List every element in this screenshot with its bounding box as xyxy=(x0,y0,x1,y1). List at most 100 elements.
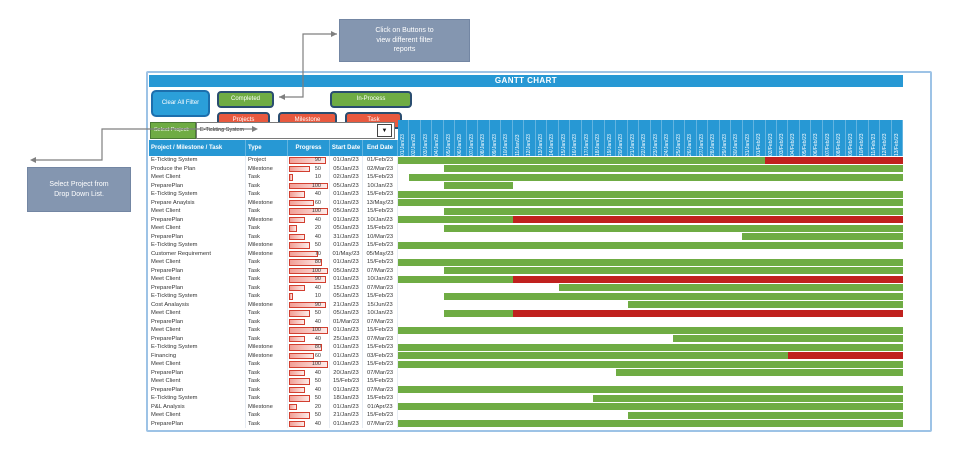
progress-value: 100 xyxy=(311,327,321,333)
progress-value: 40 xyxy=(314,318,321,325)
in-process-filter-button[interactable]: In-Process xyxy=(330,91,412,108)
start-date: 01/Jan/23 xyxy=(330,351,363,360)
progress-databar xyxy=(289,361,328,368)
progress-value: 100 xyxy=(311,208,321,214)
table-row: Meet Client Task 10 02/Jan/23 15/Feb/23 xyxy=(149,173,903,182)
progress-databar xyxy=(289,310,310,317)
gantt-bar-green xyxy=(409,173,903,181)
gantt-bar-green xyxy=(673,335,903,343)
start-date: 21/Jan/23 xyxy=(330,300,363,309)
timeline-date-cell: 03/Feb/23 xyxy=(777,120,789,156)
table-row: Meet Client Task 50 15/Feb/23 15/Feb/23 xyxy=(149,377,903,386)
task-type: Milestone xyxy=(246,241,288,250)
start-date: 01/Jan/23 xyxy=(330,190,363,199)
task-type: Milestone xyxy=(246,164,288,173)
progress-cell: 60 xyxy=(288,351,330,360)
progress-cell: 20 xyxy=(288,402,330,411)
timeline-date-cell: 26/Jan/23 xyxy=(685,120,697,156)
timeline-date-cell: 30/Jan/23 xyxy=(731,120,743,156)
gantt-row-chart xyxy=(398,292,903,301)
table-row: Meet Client Task 20 05/Jan/23 15/Feb/23 xyxy=(149,224,903,233)
table-row: E-Tickting System Task 40 01/Jan/23 15/Feb/2… xyxy=(149,190,903,199)
table-row: Meet Client Task 50 05/Jan/23 10/Jan/23 xyxy=(149,309,903,318)
gantt-bar-green xyxy=(443,267,903,275)
progress-cell: 10 xyxy=(288,173,330,182)
task-name: PreparePlan xyxy=(149,334,246,343)
gantt-bar-red xyxy=(512,216,903,224)
task-type: Task xyxy=(246,334,288,343)
table-row: P&L Analysis Milestone 20 01/Jan/23 01/Apr/2… xyxy=(149,402,903,411)
progress-value: 20 xyxy=(314,225,321,231)
start-date: 01/Jan/23 xyxy=(330,275,363,284)
progress-value: 50 xyxy=(314,378,321,384)
task-type: Task xyxy=(246,266,288,275)
timeline-date-cell: 06/Jan/23 xyxy=(455,120,467,156)
progress-cell: 90 xyxy=(288,300,330,309)
chevron-down-icon[interactable]: ▼ xyxy=(377,124,392,137)
progress-databar xyxy=(289,352,314,359)
project-dropdown-value: E-Tickting System xyxy=(200,127,245,133)
progress-value: 50 xyxy=(314,310,321,316)
timeline-date-cell: 17/Jan/23 xyxy=(582,120,594,156)
start-date: 05/Jan/23 xyxy=(330,224,363,233)
gantt-row-chart xyxy=(398,309,903,318)
start-date: 15/Jan/23 xyxy=(330,283,363,292)
gantt-row-chart xyxy=(398,216,903,225)
end-date: 15/Feb/23 xyxy=(363,292,398,301)
timeline-date-cell: 31/Jan/23 xyxy=(743,120,755,156)
task-name: E-Tickting System xyxy=(149,394,246,403)
timeline-date-cell: 09/Jan/23 xyxy=(490,120,502,156)
progress-value: 40 xyxy=(314,216,321,223)
timeline-date-cell: 24/Jan/23 xyxy=(662,120,674,156)
end-date: 10/Jan/23 xyxy=(363,181,398,190)
progress-cell: 40 xyxy=(288,368,330,377)
start-date: 01/Jan/23 xyxy=(330,156,363,165)
timeline-header: 01/Jan/23 02/Jan/23 03/Jan/23 04/Jan/23 05/J… xyxy=(398,120,904,156)
progress-value: 40 xyxy=(314,369,321,376)
task-type: Task xyxy=(246,309,288,318)
task-type: Task xyxy=(246,173,288,182)
gantt-bar-green xyxy=(398,420,903,428)
gantt-bar-green xyxy=(398,190,903,198)
progress-databar xyxy=(289,242,310,249)
table-row: Meet Client Task 90 01/Jan/23 10/Jan/23 xyxy=(149,275,903,284)
gantt-row-chart xyxy=(398,267,903,276)
timeline-date-cell: 14/Jan/23 xyxy=(547,120,559,156)
clear-all-filter-button[interactable]: Clear All Filter xyxy=(151,90,210,117)
progress-value: 100 xyxy=(311,267,321,274)
timeline-date-cell: 12/Feb/23 xyxy=(880,120,892,156)
start-date: 05/Jan/23 xyxy=(330,309,363,318)
gantt-bar-green xyxy=(616,369,903,377)
timeline-date-cell: 09/Feb/23 xyxy=(846,120,858,156)
project-dropdown[interactable]: E-Tickting System ▼ xyxy=(196,122,395,139)
start-date: 02/Jan/23 xyxy=(330,173,363,182)
progress-cell: 100 xyxy=(288,360,330,369)
start-date: 01/Jan/23 xyxy=(330,215,363,224)
gantt-row-chart xyxy=(398,318,903,327)
progress-cell: 40 xyxy=(288,334,330,343)
timeline-date-cell: 20/Jan/23 xyxy=(616,120,628,156)
task-name: Meet Client xyxy=(149,207,246,216)
task-type: Task xyxy=(246,368,288,377)
completed-filter-button[interactable]: Completed xyxy=(217,91,274,108)
gantt-bar-green xyxy=(593,394,903,402)
progress-databar xyxy=(289,386,306,393)
gantt-bar-green xyxy=(742,233,903,241)
progress-databar xyxy=(289,191,306,198)
task-type: Task xyxy=(246,385,288,394)
table-row: Customer Requirement Milestone 70 01/May/23… xyxy=(149,249,903,258)
column-header-name: Project / Milestone / Task xyxy=(149,140,246,156)
table-row: PreparePlan Task 40 31/Jan/23 10/Mar/23 xyxy=(149,232,903,241)
task-name: Meet Client xyxy=(149,360,246,369)
task-name: P&L Analysis xyxy=(149,402,246,411)
table-header-row: Project / Milestone / Task Type Progress… xyxy=(149,140,398,156)
task-type: Project xyxy=(246,156,288,165)
progress-value: 40 xyxy=(314,284,321,291)
table-row: Produce the Plan Milestone 50 05/Jan/23 02/M… xyxy=(149,164,903,173)
task-name: E-Tickting System xyxy=(149,292,246,301)
start-date: 18/Jan/23 xyxy=(330,394,363,403)
end-date: 07/Mar/23 xyxy=(363,266,398,275)
task-name: E-Tickting System xyxy=(149,156,246,165)
progress-value: 40 xyxy=(314,335,321,342)
timeline-date-cell: 07/Feb/23 xyxy=(823,120,835,156)
